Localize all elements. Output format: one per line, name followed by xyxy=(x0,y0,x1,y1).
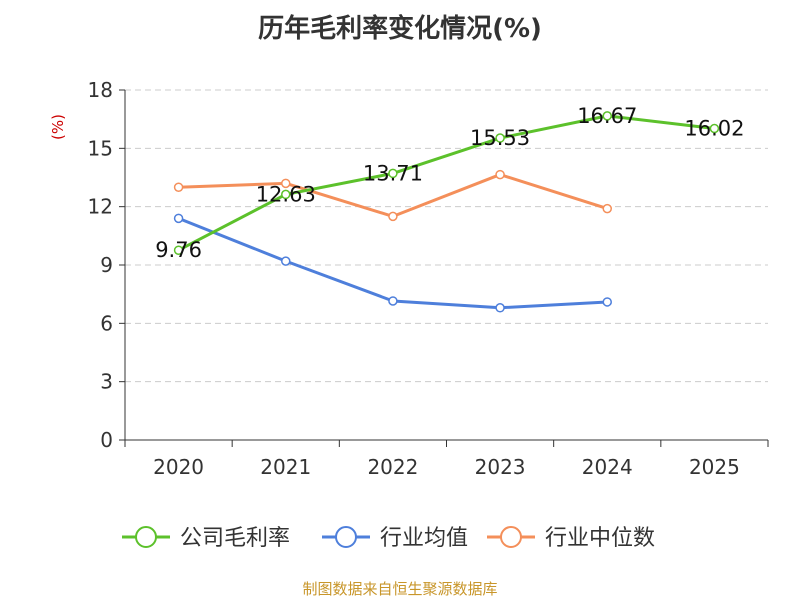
axes: 0 3 6 9 12 15 18 2020 2021 2022 2023 2024 2025 xyxy=(88,78,769,479)
y-tick-label: 0 xyxy=(100,428,113,452)
data-point-0-3 xyxy=(495,133,505,143)
legend-marker-2 xyxy=(500,526,522,548)
data-point-0-0 xyxy=(173,245,184,255)
y-tick-label: 6 xyxy=(100,311,113,335)
data-point-1-2 xyxy=(388,296,398,306)
data-point-1-1 xyxy=(281,256,291,266)
data-point-2-0 xyxy=(173,182,184,192)
y-tick-label: 9 xyxy=(100,253,113,277)
data-point-1-4 xyxy=(602,297,612,307)
series-line-0 xyxy=(177,114,715,252)
legend-label-1: 行业均值 xyxy=(380,526,468,551)
data-point-1-3 xyxy=(495,303,505,313)
y-tick-label: 18 xyxy=(88,78,113,102)
x-tick-label: 2022 xyxy=(367,455,418,479)
data-point-0-2 xyxy=(388,168,398,179)
data-labels: 9.76 12.63 13.71 15.53 16.67 16.02 xyxy=(155,104,744,262)
data-label-1: 12.63 xyxy=(256,182,316,206)
grid-lines xyxy=(125,89,768,383)
legend-label-2: 行业中位数 xyxy=(545,526,655,551)
x-tick-label: 2021 xyxy=(260,455,311,479)
data-point-2-3 xyxy=(495,169,505,180)
legend-marker-1 xyxy=(335,526,357,548)
y-tick-label: 12 xyxy=(88,195,113,219)
y-axis-label: (%) xyxy=(49,114,67,140)
data-point-2-4 xyxy=(602,203,612,214)
series-lines xyxy=(173,111,720,313)
legend-label-0: 公司毛利率 xyxy=(180,526,290,551)
chart-title: 历年毛利率变化情况(%) xyxy=(258,14,542,44)
source-note: 制图数据来自恒生聚源数据库 xyxy=(302,580,498,598)
x-tick-label: 2023 xyxy=(475,455,526,479)
x-tick-label: 2024 xyxy=(582,455,633,479)
x-tick-label: 2020 xyxy=(153,455,204,479)
data-point-0-5 xyxy=(709,123,720,134)
data-label-5: 16.02 xyxy=(684,117,744,141)
data-point-0-1 xyxy=(281,189,291,200)
data-point-1-0 xyxy=(173,213,184,224)
data-point-0-4 xyxy=(602,111,612,121)
y-tick-label: 15 xyxy=(88,136,113,160)
data-point-2-2 xyxy=(388,211,398,222)
legend: 公司毛利率 行业均值 行业中位数 xyxy=(122,526,655,551)
y-tick-label: 3 xyxy=(100,370,113,394)
data-label-0: 9.76 xyxy=(155,238,202,262)
data-label-4: 16.67 xyxy=(577,104,637,128)
data-label-3: 15.53 xyxy=(470,126,530,150)
data-label-2: 13.71 xyxy=(363,161,423,185)
legend-marker-0 xyxy=(135,526,157,548)
x-tick-label: 2025 xyxy=(689,455,740,479)
series-line-1 xyxy=(178,216,608,310)
data-point-2-1 xyxy=(281,178,291,189)
